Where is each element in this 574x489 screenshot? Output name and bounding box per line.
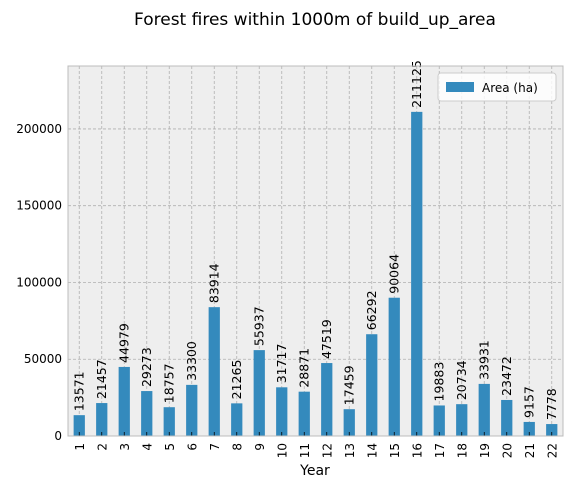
bar <box>186 384 198 436</box>
x-tick-label: 1 <box>73 443 87 451</box>
x-tick-label: 18 <box>455 443 469 458</box>
bar-value-label: 21265 <box>229 360 244 400</box>
legend-box <box>437 72 557 102</box>
bar-value-label: 66292 <box>364 290 379 330</box>
bar <box>501 399 513 436</box>
y-tick-label: 0 <box>54 429 62 443</box>
bar-value-label: 13571 <box>72 371 87 411</box>
x-tick-label: 13 <box>343 443 357 458</box>
bar-value-label: 17459 <box>342 365 357 405</box>
x-tick-label: 5 <box>163 443 177 451</box>
bar-value-label: 211125 <box>409 60 424 108</box>
bar <box>321 363 333 436</box>
chart-title: Forest fires within 1000m of build_up_ar… <box>134 10 496 30</box>
plot-area <box>68 66 563 436</box>
bar <box>523 421 535 436</box>
bar <box>546 424 558 436</box>
x-tick-label: 4 <box>140 443 154 451</box>
x-tick-label: 19 <box>478 443 492 458</box>
x-tick-label: 8 <box>230 443 244 451</box>
x-tick-label: 9 <box>253 443 267 451</box>
bar-value-label: 9157 <box>522 386 537 418</box>
bar-value-label: 90064 <box>387 254 402 294</box>
bar <box>456 404 468 436</box>
x-tick-label: 12 <box>320 443 334 458</box>
bar-value-label: 31717 <box>274 344 289 384</box>
legend-label: Area (ha) <box>482 81 538 95</box>
bar-value-label: 33300 <box>184 341 199 381</box>
x-tick-label: 6 <box>185 443 199 451</box>
bar-value-label: 44979 <box>117 323 132 363</box>
bar-value-label: 23472 <box>499 356 514 396</box>
y-axis: 0 50000 100000 150000 200000 <box>16 122 62 443</box>
bar-value-label: 19883 <box>432 362 447 402</box>
bar <box>96 403 108 436</box>
x-tick-label: 20 <box>500 443 514 458</box>
y-tick-label: 50000 <box>24 352 62 366</box>
x-tick-label: 10 <box>275 443 289 458</box>
y-tick-label: 100000 <box>16 275 62 289</box>
x-tick-label: 17 <box>433 443 447 458</box>
bar-value-label: 29273 <box>139 347 154 387</box>
bar <box>298 391 310 436</box>
x-tick-label: 11 <box>298 443 312 458</box>
x-tick-label: 7 <box>208 443 222 451</box>
bar-value-label: 83914 <box>207 263 222 303</box>
bar <box>208 307 220 436</box>
bar <box>163 407 175 436</box>
bar-value-label: 18757 <box>162 363 177 403</box>
x-tick-label: 22 <box>545 443 559 458</box>
y-tick-label: 200000 <box>16 122 62 136</box>
bar <box>366 334 378 436</box>
gridlines <box>68 66 563 437</box>
x-tick-label: 14 <box>365 443 379 458</box>
bar <box>343 409 355 436</box>
bar <box>433 405 445 436</box>
bar <box>118 366 130 436</box>
x-tick-label: 2 <box>95 443 109 451</box>
bar-value-label: 47519 <box>319 319 334 359</box>
x-tick-label: 21 <box>523 443 537 458</box>
bar-value-label: 20734 <box>454 360 469 400</box>
legend: Area (ha) <box>437 72 557 102</box>
legend-swatch <box>446 82 474 92</box>
bar <box>231 403 243 436</box>
bar <box>411 111 423 436</box>
bar <box>388 297 400 436</box>
bar-value-label: 28871 <box>297 348 312 388</box>
bar-value-label: 33931 <box>477 340 492 380</box>
plot-frame <box>67 65 564 437</box>
bar <box>478 383 490 436</box>
bar-value-label: 7778 <box>544 388 559 420</box>
x-axis-label: Year <box>299 463 330 479</box>
x-tick-label: 16 <box>410 443 424 458</box>
bar-value-label: 21457 <box>94 359 109 399</box>
bar <box>253 350 265 436</box>
bars <box>73 111 558 436</box>
bar <box>73 415 85 436</box>
data-labels: 13571 21457 44979 29273 18757 33300 83914 21265… <box>72 60 560 420</box>
bar-value-label: 55937 <box>252 306 267 346</box>
bar <box>141 391 153 436</box>
x-tick-label: 3 <box>118 443 132 451</box>
bar <box>276 387 288 436</box>
x-tick-label: 15 <box>388 443 402 458</box>
y-tick-label: 150000 <box>16 199 62 213</box>
x-axis: 1 2 3 4 5 6 7 8 9 10 11 12 13 14 15 16 17 18 19 20 21 22 <box>73 432 559 458</box>
